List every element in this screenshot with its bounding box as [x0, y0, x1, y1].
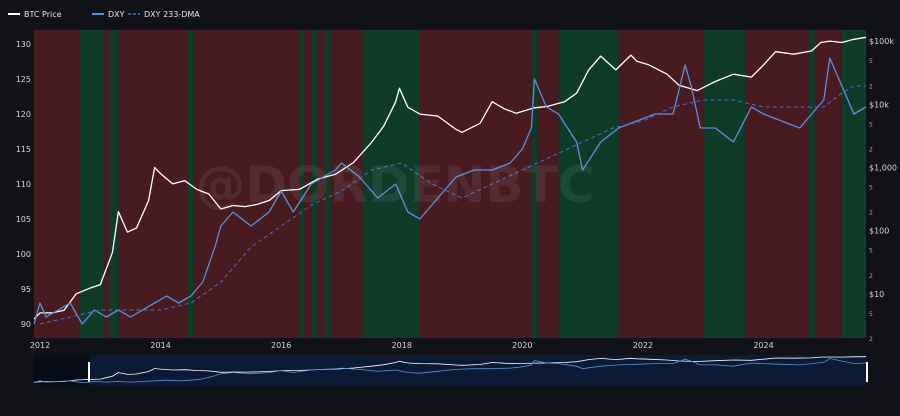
left-tick-label: 100: [16, 250, 31, 259]
right-minor-tick-label: 2: [869, 83, 873, 90]
shade-band-red: [34, 30, 80, 338]
series-line-btc-price: [33, 36, 867, 320]
left-tick-label: 125: [16, 75, 31, 84]
legend-btc-label: BTC Price: [24, 10, 62, 19]
left-tick-label: 120: [16, 110, 31, 119]
x-tick-label: 2020: [512, 341, 532, 350]
navigator-line-dxy: [33, 358, 867, 384]
right-minor-tick-label: 5: [869, 248, 873, 255]
left-axis: 90 95 100 105 110 115 120 125 130: [16, 40, 31, 329]
right-major-tick-label: $10k: [869, 100, 889, 109]
right-axis: $10 $100 $1,000 $10k $100k 2 5 2 5 2 5 2 5 2 5: [869, 37, 897, 343]
shade-band-red: [745, 30, 809, 338]
right-minor-tick-label: 2: [869, 336, 873, 343]
right-major-tick-label: $10: [869, 290, 884, 299]
legend-dxy-label: DXY: [108, 10, 125, 19]
shade-band-green: [841, 30, 866, 338]
plot-area: [33, 30, 867, 338]
right-minor-tick-label: 5: [869, 311, 873, 318]
shade-band-red: [193, 30, 300, 338]
shade-band-red: [317, 30, 325, 338]
right-major-tick-label: $100: [869, 227, 889, 236]
shade-band-green: [311, 30, 318, 338]
x-tick-label: 2016: [271, 341, 291, 350]
shade-band-green: [299, 30, 305, 338]
left-tick-label: 90: [21, 320, 31, 329]
shade-band-red: [103, 30, 110, 338]
shade-band-green: [187, 30, 194, 338]
right-minor-tick-label: 5: [869, 58, 873, 65]
shade-band-green: [558, 30, 619, 338]
right-major-tick-label: $1,000: [869, 163, 897, 172]
left-tick-label: 105: [16, 215, 31, 224]
shade-band-red: [419, 30, 532, 338]
x-tick-label: 2014: [150, 341, 170, 350]
shade-band-green: [703, 30, 746, 338]
shade-band-red: [330, 30, 363, 338]
shade-band-red: [118, 30, 188, 338]
legend: BTC Price DXY DXY 233-DMA: [8, 10, 200, 19]
shade-band-green: [324, 30, 331, 338]
watermark: @DORDENBTC: [196, 156, 595, 214]
left-tick-label: 95: [21, 285, 31, 294]
right-minor-tick-label: 2: [869, 273, 873, 280]
shade-band-green: [362, 30, 420, 338]
right-minor-tick-label: 5: [869, 185, 873, 192]
x-tick-label: 2022: [633, 341, 653, 350]
shade-band-green: [531, 30, 538, 338]
x-tick-label: 2024: [753, 341, 773, 350]
right-minor-tick-label: 2: [869, 146, 873, 153]
x-tick-label: 2018: [392, 341, 412, 350]
navigator-line-btc-price: [33, 356, 867, 383]
right-minor-tick-label: 2: [869, 210, 873, 217]
shade-band-green: [109, 30, 119, 338]
range-navigator[interactable]: [33, 355, 868, 385]
x-tick-label: 2012: [30, 341, 50, 350]
left-tick-label: 115: [16, 145, 31, 154]
navigator-mask-left: [34, 355, 89, 385]
right-major-tick-label: $100k: [869, 37, 894, 46]
legend-dma-label: DXY 233-DMA: [144, 10, 200, 19]
shade-band-green: [808, 30, 815, 338]
series-line-dxy: [33, 57, 867, 325]
shade-band-red: [618, 30, 704, 338]
left-tick-label: 130: [16, 40, 31, 49]
shade-band-green: [79, 30, 104, 338]
shade-band-red: [814, 30, 842, 338]
series-line-dxy-233-dma: [39, 85, 866, 325]
left-tick-label: 110: [16, 180, 31, 189]
right-minor-tick-label: 5: [869, 121, 873, 128]
x-axis: 2012 2014 2016 2018 2020 2022 2024: [30, 341, 774, 350]
